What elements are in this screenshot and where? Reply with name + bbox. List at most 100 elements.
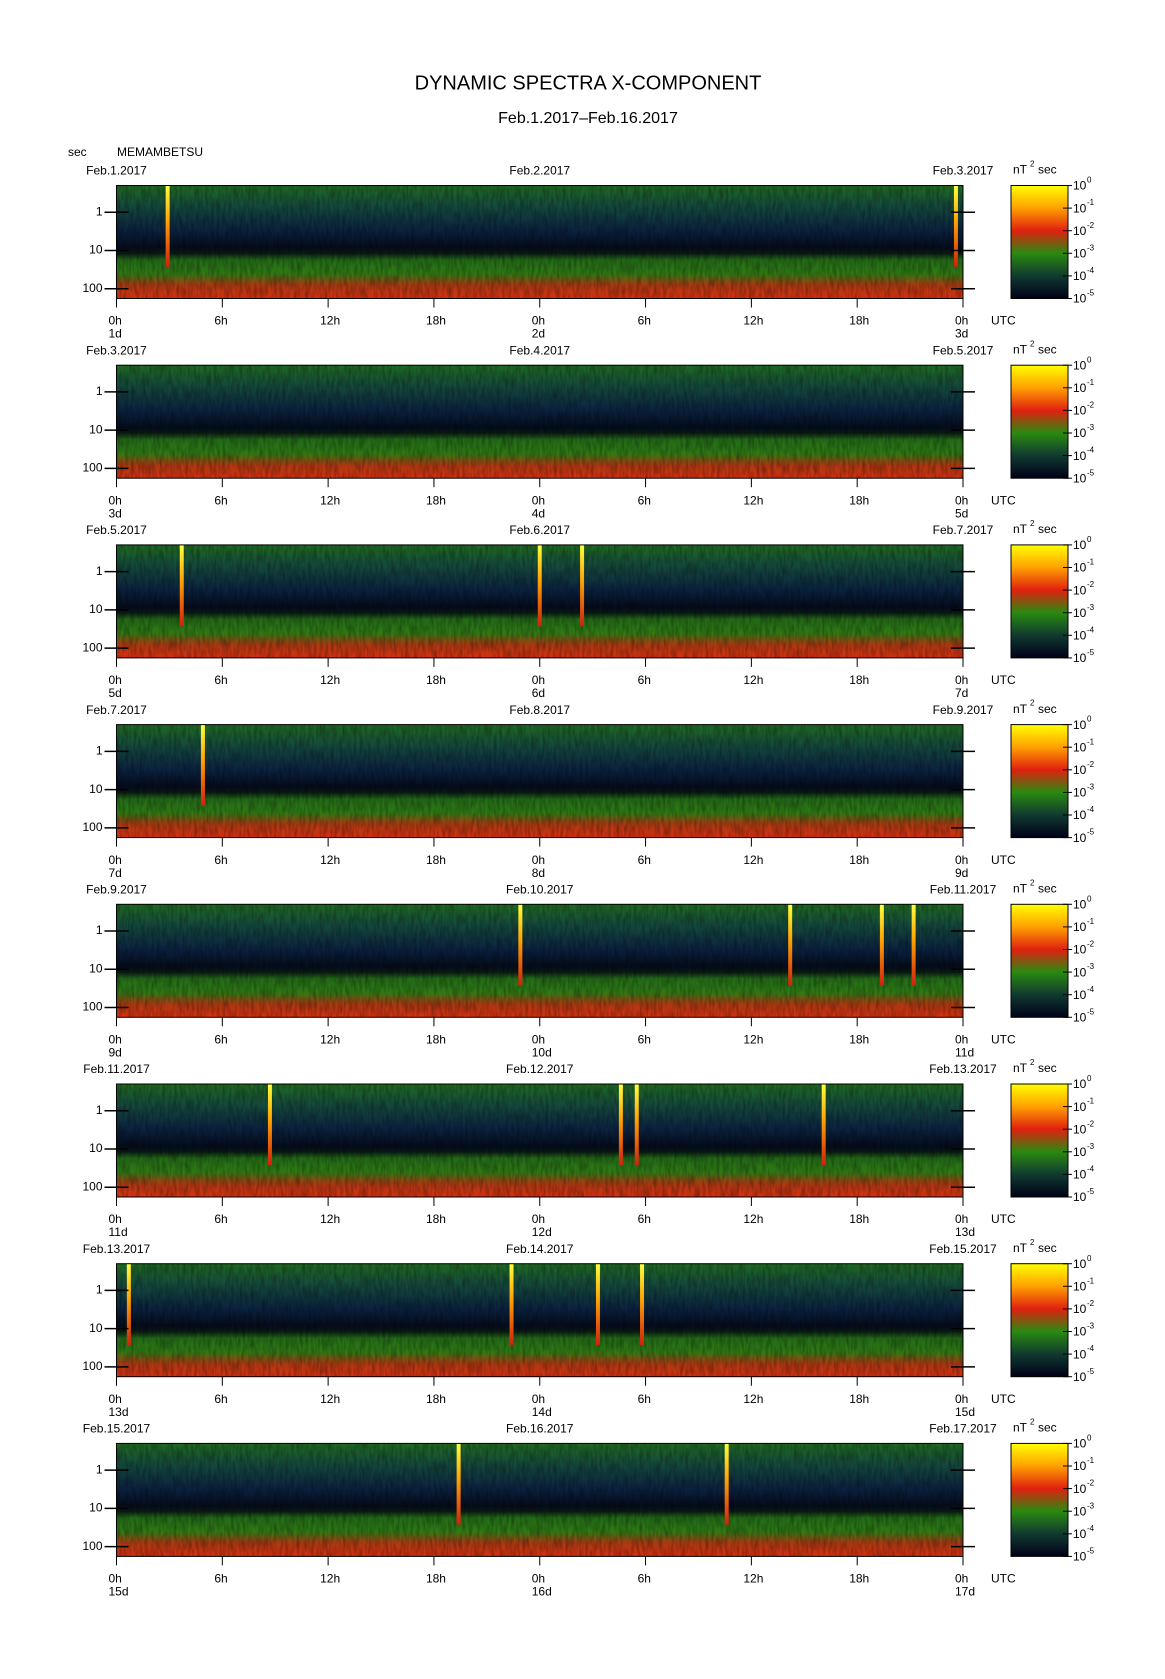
x-tick-label: 0h	[955, 314, 968, 328]
colorbar-unit-exp: 2	[1030, 699, 1035, 708]
date-label: Feb.5.2017	[933, 343, 994, 357]
x-tick-label: 6h	[214, 314, 227, 328]
x-tick-label: 0h	[955, 1032, 968, 1046]
date-label: Feb.13.2017	[929, 1062, 997, 1076]
day-label: 8d	[532, 866, 545, 880]
colorbar-unit-tail: sec	[1038, 1061, 1057, 1075]
day-label: 1d	[109, 327, 122, 341]
colorbar	[1010, 1263, 1069, 1378]
colorbar	[1010, 1442, 1069, 1557]
x-tick-label: 12h	[320, 1572, 340, 1586]
y-tick-label: 1	[96, 204, 103, 218]
colorbar-tick-exp: -1	[1087, 917, 1095, 926]
y-tick-label: 100	[82, 1539, 102, 1553]
day-label: 15d	[109, 1585, 129, 1599]
colorbar-tick-label: 10	[1073, 1100, 1087, 1114]
x-unit: UTC	[991, 314, 1016, 328]
colorbar-tick-exp: -3	[1087, 962, 1095, 971]
x-tick-label: 18h	[426, 1212, 446, 1226]
x-tick-label: 18h	[849, 1392, 869, 1406]
x-tick-label: 0h	[532, 1572, 545, 1586]
colorbar-tick-exp: -5	[1087, 1547, 1095, 1556]
x-tick-label: 18h	[426, 1572, 446, 1586]
colorbar-tick-exp: -2	[1087, 401, 1095, 410]
colorbar-tick-label: 10	[1073, 897, 1087, 911]
y-tick-label: 10	[89, 782, 103, 796]
colorbar-tick-exp: 0	[1087, 176, 1092, 185]
colorbar-tick-exp: 0	[1087, 535, 1092, 544]
colorbar-unit-exp: 2	[1030, 1238, 1035, 1247]
event-spike	[456, 1443, 461, 1525]
colorbar-tick-label: 10	[1073, 943, 1087, 957]
day-label: 17d	[955, 1585, 975, 1599]
x-tick-label: 18h	[426, 673, 446, 687]
date-label: Feb.9.2017	[86, 882, 147, 896]
x-tick-label: 12h	[743, 314, 763, 328]
x-tick-label: 18h	[426, 314, 446, 328]
chart-title: DYNAMIC SPECTRA X-COMPONENT	[415, 72, 762, 94]
colorbar-tick-label: 10	[1073, 651, 1087, 665]
x-tick-label: 12h	[743, 493, 763, 507]
x-tick-label: 0h	[532, 853, 545, 867]
x-tick-label: 18h	[849, 493, 869, 507]
date-label: Feb.3.2017	[86, 343, 147, 357]
colorbar-tick-label: 10	[1073, 1550, 1087, 1564]
x-tick-label: 6h	[638, 673, 651, 687]
event-spike	[165, 185, 170, 267]
x-tick-label: 6h	[214, 1212, 227, 1226]
x-tick-label: 18h	[426, 853, 446, 867]
colorbar-tick-label: 10	[1073, 358, 1087, 372]
colorbar-tick-exp: -1	[1087, 558, 1095, 567]
colorbar-tick-label: 10	[1073, 1482, 1087, 1496]
event-spike	[911, 904, 916, 986]
colorbar-tick-exp: -2	[1087, 1479, 1095, 1488]
date-label: Feb.8.2017	[509, 703, 570, 717]
x-unit: UTC	[991, 673, 1016, 687]
day-label: 7d	[109, 866, 122, 880]
x-tick-label: 0h	[955, 493, 968, 507]
x-tick-label: 6h	[638, 314, 651, 328]
day-label: 2d	[532, 327, 545, 341]
y-tick-label: 10	[89, 1321, 103, 1335]
x-tick-label: 12h	[743, 1572, 763, 1586]
colorbar-tick-label: 10	[1073, 965, 1087, 979]
colorbar-tick-exp: -1	[1087, 1276, 1095, 1285]
x-tick-label: 12h	[743, 1032, 763, 1046]
x-tick-label: 0h	[109, 314, 122, 328]
x-unit: UTC	[991, 1392, 1016, 1406]
x-tick-label: 0h	[955, 1212, 968, 1226]
x-tick-label: 0h	[955, 853, 968, 867]
x-tick-label: 12h	[320, 673, 340, 687]
colorbar-unit-exp: 2	[1030, 160, 1035, 169]
colorbar-tick-exp: -2	[1087, 1119, 1095, 1128]
colorbar-tick-exp: -2	[1087, 940, 1095, 949]
y-tick-label: 10	[89, 422, 103, 436]
colorbar-tick-label: 10	[1073, 201, 1087, 215]
colorbar-tick-exp: -4	[1087, 1524, 1095, 1533]
colorbar-tick-label: 10	[1073, 1190, 1087, 1204]
colorbar-unit: nT	[1013, 881, 1028, 895]
x-tick-label: 6h	[214, 1032, 227, 1046]
y-tick-label: 1	[96, 744, 103, 758]
colorbar-tick-label: 10	[1073, 404, 1087, 418]
day-label: 3d	[109, 506, 122, 520]
colorbar-tick-exp: -4	[1087, 446, 1095, 455]
y-tick-label: 100	[82, 1000, 102, 1014]
colorbar-tick-label: 10	[1073, 1168, 1087, 1182]
colorbar	[1010, 544, 1069, 659]
x-tick-label: 0h	[955, 1392, 968, 1406]
x-unit: UTC	[991, 853, 1016, 867]
colorbar-tick-exp: -5	[1087, 1367, 1095, 1376]
event-spike	[200, 724, 205, 806]
x-tick-label: 12h	[743, 1212, 763, 1226]
colorbar-tick-exp: -5	[1087, 648, 1095, 657]
colorbar-tick-exp: -5	[1087, 289, 1095, 298]
x-tick-label: 6h	[214, 853, 227, 867]
x-tick-label: 18h	[426, 1392, 446, 1406]
event-spike	[788, 904, 793, 986]
colorbar-tick-label: 10	[1073, 381, 1087, 395]
x-tick-label: 12h	[320, 493, 340, 507]
date-label: Feb.13.2017	[83, 1242, 151, 1256]
date-label: Feb.9.2017	[933, 703, 994, 717]
colorbar-tick-label: 10	[1073, 808, 1087, 822]
